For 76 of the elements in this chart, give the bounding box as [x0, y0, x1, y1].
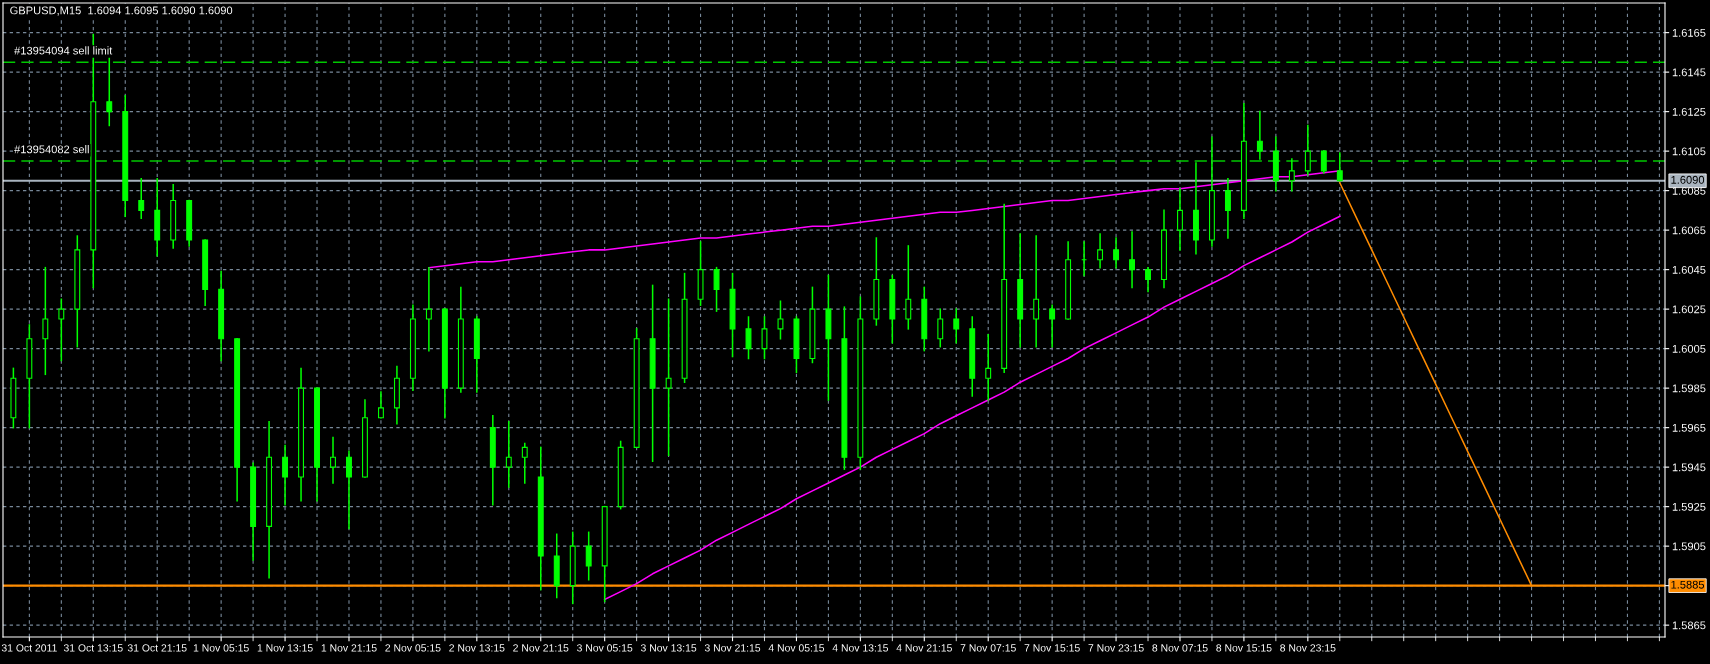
x-tick-label: 3 Nov 13:15 — [640, 644, 697, 652]
y-tick-label: 1.6105 — [1672, 147, 1706, 156]
line-series — [603, 215, 1341, 601]
chart-title: GBPUSD,M15 1.6094 1.6095 1.6090 1.6090 — [10, 6, 233, 16]
y-tick-label: 1.6165 — [1672, 28, 1706, 37]
x-tick-label: 2 Nov 05:15 — [385, 644, 441, 652]
x-tick-label: 1 Nov 05:15 — [193, 644, 249, 652]
ref-line-label: #13954094 sell limit — [14, 46, 113, 55]
candlestick — [953, 308, 960, 344]
x-tick-label: 4 Nov 13:15 — [832, 644, 889, 652]
candlestick — [282, 444, 289, 506]
candlestick — [1177, 187, 1183, 251]
x-tick-label: 7 Nov 15:15 — [1024, 644, 1080, 652]
candlestick — [777, 300, 784, 340]
candlestick — [985, 334, 992, 401]
candlestick — [1049, 304, 1056, 348]
candlestick — [521, 442, 528, 484]
candlestick — [138, 178, 145, 220]
y-tick-label: 1.5865 — [1672, 621, 1706, 630]
x-tick-label: 2 Nov 21:15 — [513, 644, 569, 652]
y-tick-label: 1.6065 — [1672, 226, 1706, 235]
y-tick-label: 1.5905 — [1672, 542, 1706, 551]
y-tick-label: 1.6005 — [1672, 344, 1706, 353]
y-tick-label: 1.5945 — [1672, 463, 1706, 472]
candlestick — [505, 420, 512, 488]
x-tick-label: 8 Nov 15:15 — [1216, 644, 1272, 652]
x-tick-label: 3 Nov 21:15 — [704, 644, 761, 652]
candlestick — [1033, 235, 1040, 348]
x-tick-label: 8 Nov 23:15 — [1280, 644, 1336, 652]
x-tick-label: 3 Nov 05:15 — [576, 644, 633, 652]
candlestick — [905, 245, 912, 330]
y-tick-label: 1.5925 — [1672, 502, 1706, 511]
ref-line-label: 1.6090 — [1671, 175, 1705, 184]
candlestick — [58, 298, 65, 362]
x-tick-label: 31 Oct 2011 — [1, 644, 57, 652]
candlestick — [425, 266, 432, 352]
candlestick — [330, 436, 336, 484]
ref-line-label: 1.5885 — [1671, 580, 1705, 589]
x-tick-label: 2 Nov 13:15 — [449, 644, 505, 652]
x-tick-label: 4 Nov 21:15 — [896, 644, 952, 652]
x-tick-label: 1 Nov 21:15 — [321, 644, 377, 652]
candlestick — [761, 316, 768, 360]
x-tick-label: 8 Nov 07:15 — [1152, 644, 1208, 652]
x-tick-label: 31 Oct 13:15 — [63, 644, 123, 652]
y-tick-label: 1.6145 — [1672, 68, 1706, 77]
candlestick — [1320, 150, 1327, 174]
candlestick — [1288, 158, 1295, 192]
x-tick-label: 1 Nov 13:15 — [257, 644, 313, 652]
y-tick-label: 1.6125 — [1672, 107, 1706, 116]
x-tick-label: 31 Oct 21:15 — [127, 644, 187, 652]
candlestick — [937, 308, 944, 348]
ref-line-label: #13954082 sell — [14, 145, 89, 154]
y-tick-label: 1.6025 — [1672, 305, 1706, 314]
candlestick — [377, 391, 384, 419]
candlestick — [585, 531, 592, 581]
candlestick — [1256, 110, 1263, 160]
x-tick-label: 7 Nov 23:15 — [1088, 644, 1144, 652]
y-tick-label: 1.5965 — [1672, 423, 1706, 432]
candlestick — [1145, 266, 1151, 293]
x-tick-label: 4 Nov 05:15 — [768, 644, 825, 652]
candlestick — [745, 316, 752, 360]
y-tick-label: 1.5985 — [1672, 384, 1706, 393]
x-tick-label: 7 Nov 07:15 — [960, 644, 1016, 652]
candlestick — [346, 450, 352, 530]
y-tick-label: 1.6085 — [1672, 186, 1706, 195]
candlestick — [713, 266, 720, 312]
y-tick-label: 1.6045 — [1672, 265, 1706, 274]
candlestick — [1224, 178, 1231, 239]
candlestick — [1113, 237, 1120, 269]
candlestick — [1304, 124, 1311, 176]
candlestick — [1129, 231, 1135, 289]
candlestick — [1336, 152, 1343, 182]
candlestick — [1097, 233, 1104, 269]
candlestick — [665, 298, 672, 457]
candlestick — [106, 55, 113, 127]
candlestick — [42, 266, 49, 376]
